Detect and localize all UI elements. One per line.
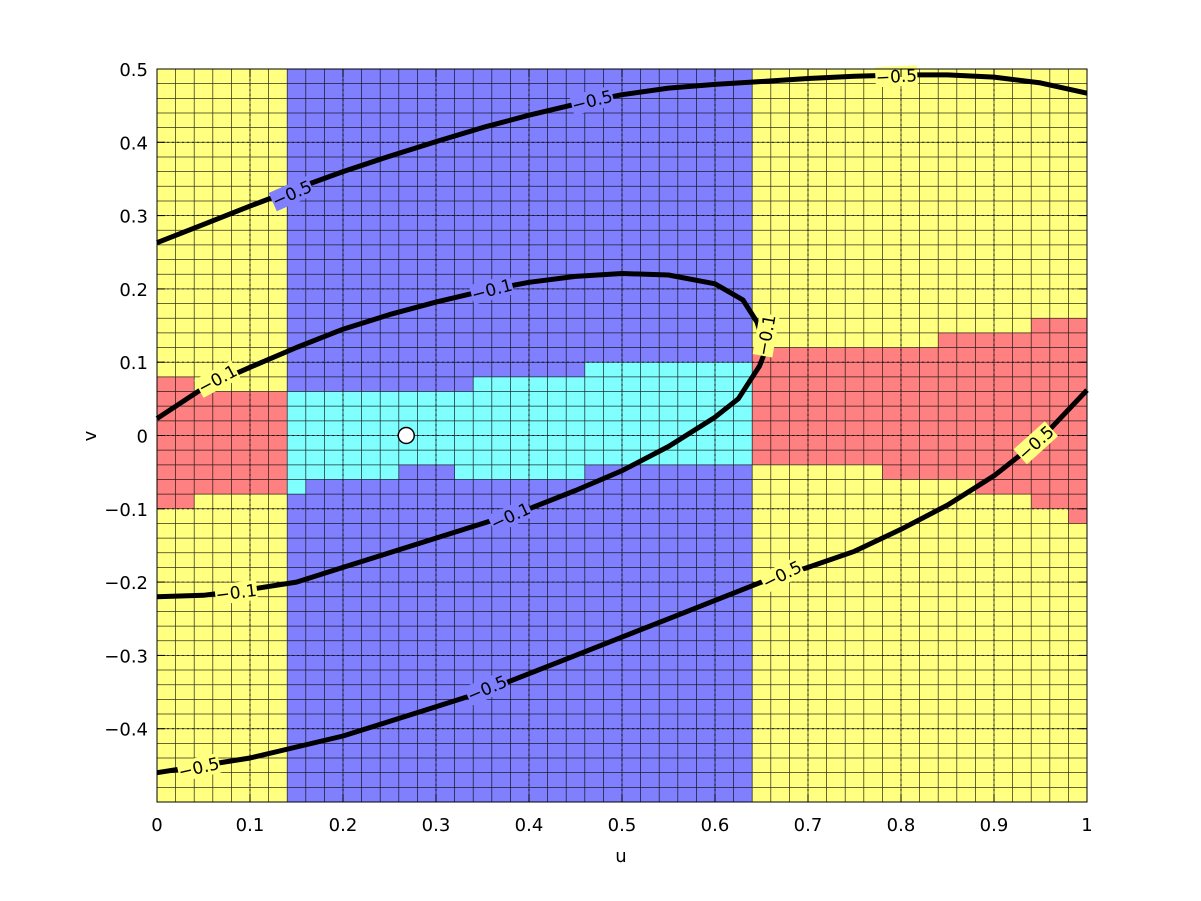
contour-label-bg: [194, 360, 241, 398]
contour-label-bg: [176, 753, 222, 782]
contour-label: −0.1: [215, 581, 258, 606]
y-tick-label: 0.5: [119, 60, 148, 81]
contour-label-bg: [487, 498, 534, 535]
region-red-left-main: [194, 391, 288, 495]
y-tick-label: 0: [137, 427, 148, 448]
x-tick-label: 0.7: [794, 815, 823, 836]
region-red-right-3: [882, 347, 939, 480]
x-tick-label: 0.9: [980, 815, 1009, 836]
contour-upper: [156, 72, 1088, 246]
y-tick-label: −0.2: [104, 573, 148, 594]
contour-inner-upper: [155, 271, 768, 421]
x-tick-label: 0.2: [329, 815, 358, 836]
x-tick-label: 0.4: [515, 815, 544, 836]
region-red-right-7: [1049, 318, 1069, 509]
x-tick-label: 0: [151, 815, 162, 836]
x-tick-label: 0.3: [422, 815, 451, 836]
y-tick-label: 0.2: [119, 280, 148, 301]
y-tick-label: −0.4: [104, 720, 148, 741]
contour-label-bg: [752, 312, 780, 358]
contour-label-bg: [468, 274, 515, 305]
region-cyan-6: [584, 362, 753, 465]
region-red-right-6: [1031, 318, 1050, 509]
contour-lower: [156, 388, 1089, 776]
x-tick-label: 0.5: [608, 815, 637, 836]
contour-label-bg: [214, 579, 259, 605]
y-axis-ticks: 0.5 0.4 0.3 0.2 0.1 0 −0.1 −0.2 −0.3 −0.4: [104, 60, 1087, 741]
marker-circle: [397, 426, 415, 445]
x-axis-label: u: [615, 846, 626, 867]
x-tick-label: 1: [1081, 815, 1092, 836]
x-tick-label: 0.6: [701, 815, 730, 836]
x-tick-label: 0.8: [887, 815, 916, 836]
x-tick-label: 0.1: [236, 815, 265, 836]
contour-label-group: −0.1: [214, 579, 259, 606]
contour-label-bg: [758, 556, 806, 594]
y-tick-label: −0.3: [104, 646, 148, 667]
y-tick-label: 0.1: [119, 353, 148, 374]
y-axis-label: v: [80, 430, 101, 441]
contour-label: −0.5: [875, 66, 917, 88]
x-axis-ticks: 0 0.1 0.2 0.3 0.4 0.5 0.6 0.7 0.8 0.9 1: [151, 69, 1093, 836]
region-cyan-1: [287, 391, 306, 495]
y-tick-label: 0.4: [119, 133, 148, 154]
contour-label-bg: [874, 65, 918, 88]
contour-label-bg: [268, 175, 316, 212]
contour-label-bg: [569, 85, 615, 116]
contour-label-bg: [463, 670, 511, 706]
contour-label-bg: [1013, 421, 1059, 465]
point-marker: [397, 426, 415, 445]
y-tick-label: −0.1: [104, 500, 148, 521]
contour-label-group: −0.5: [874, 65, 918, 88]
y-tick-label: 0.3: [119, 207, 148, 228]
